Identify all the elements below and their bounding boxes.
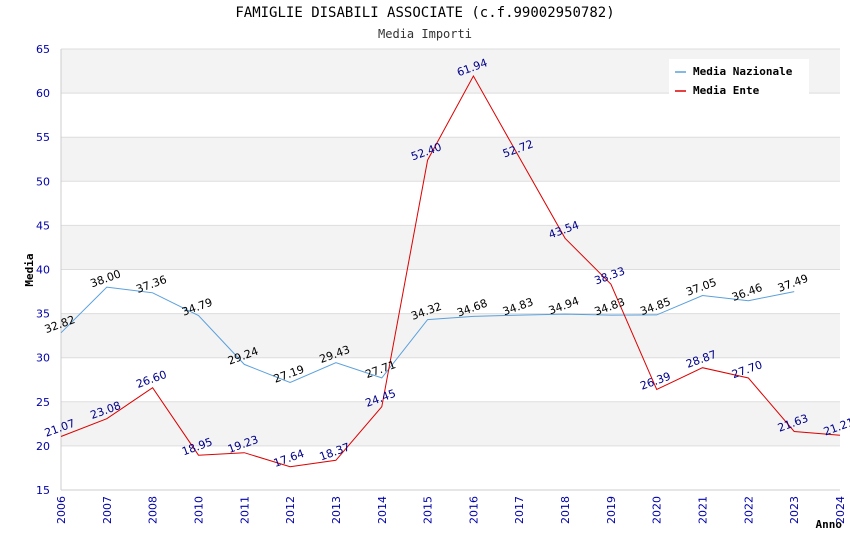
y-tick-label: 50 [36, 175, 50, 188]
x-tick-label: 2010 [192, 496, 205, 524]
x-tick-label: 2012 [284, 496, 297, 524]
x-tick-label: 2022 [742, 496, 755, 524]
y-tick-label: 15 [36, 484, 50, 497]
series-lines [60, 74, 841, 468]
grid-band [61, 93, 840, 138]
x-tick-label: 2019 [605, 496, 618, 524]
legend-box [669, 59, 809, 99]
grid-band [61, 137, 840, 182]
axes [60, 49, 840, 491]
x-tick-label: 2020 [651, 496, 664, 524]
y-tick-label: 65 [36, 43, 50, 56]
y-tick-label: 40 [36, 264, 50, 277]
legend-entry: Media Ente [693, 84, 760, 97]
page-subtitle: Media Importi [378, 27, 472, 41]
x-tick-label: 2023 [788, 496, 801, 524]
y-axis-label: Media [23, 253, 36, 286]
legend: Media Nazionale Media Ente [669, 59, 809, 99]
x-tick-label: 2021 [697, 496, 710, 524]
y-tick-label: 55 [36, 131, 50, 144]
grid-band [61, 181, 840, 226]
y-tick-label: 35 [36, 308, 50, 321]
x-tick-label: 2011 [238, 496, 251, 524]
x-tick-label: 2013 [330, 496, 343, 524]
y-axis-ticks: 15 20 25 30 35 40 45 50 55 60 65 [36, 43, 50, 497]
grid-band [61, 225, 840, 270]
series-line-media-ente [60, 74, 841, 468]
x-tick-label: 2007 [101, 496, 114, 524]
x-tick-label: 2017 [513, 496, 526, 524]
grid-band [61, 445, 840, 490]
x-axis-ticks: 2006 2007 2008 2010 2011 2012 2013 2014 2015 2016… [55, 496, 847, 524]
page-title: FAMIGLIE DISABILI ASSOCIATE (c.f.9900295… [235, 5, 615, 21]
x-tick-label: 2008 [147, 496, 160, 524]
x-tick-label: 2015 [422, 496, 435, 524]
y-tick-label: 20 [36, 440, 50, 453]
x-tick-label: 2018 [559, 496, 572, 524]
y-tick-label: 30 [36, 352, 50, 365]
grid-band [61, 313, 840, 358]
x-tick-label: 2024 [834, 496, 847, 524]
y-tick-label: 60 [36, 87, 50, 100]
x-tick-label: 2016 [467, 496, 480, 524]
grid-bands [61, 49, 840, 490]
x-axis-label: Anno [816, 518, 843, 531]
grid-band [61, 357, 840, 402]
y-tick-label: 45 [36, 219, 50, 232]
legend-entry: Media Nazionale [693, 65, 793, 78]
x-tick-label: 2014 [376, 496, 389, 524]
grid-band [61, 269, 840, 314]
grid-band [61, 401, 840, 446]
x-tick-label: 2006 [55, 496, 68, 524]
y-tick-label: 25 [36, 396, 50, 409]
series-line-media-nazionale [60, 286, 795, 384]
